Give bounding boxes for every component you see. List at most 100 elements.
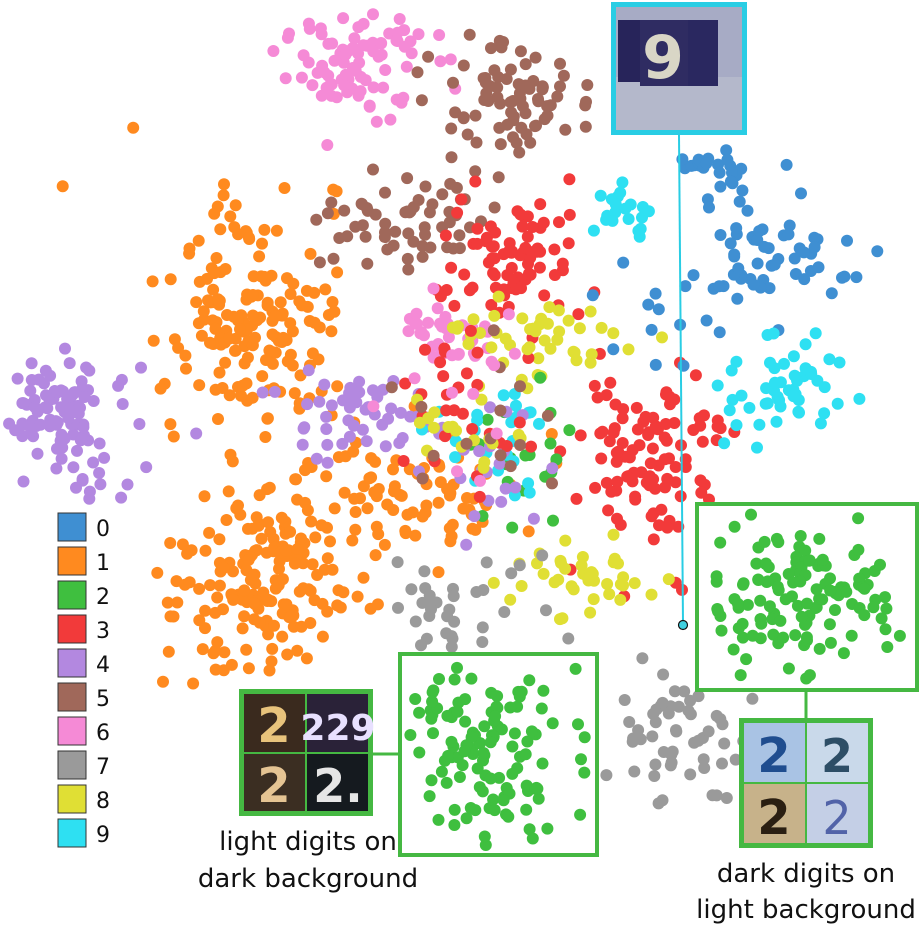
point-digit-0	[732, 262, 745, 275]
point-digit-3	[596, 425, 609, 438]
point-digit-5	[557, 69, 570, 82]
legend-swatch-1	[57, 546, 87, 576]
point-digit-1	[261, 412, 274, 425]
point-digit-8	[617, 571, 630, 584]
point-digit-1	[357, 571, 370, 584]
point-digit-1	[295, 532, 307, 545]
point-digit-2	[858, 609, 871, 622]
point-digit-5	[423, 206, 436, 219]
point-digit-5	[579, 120, 592, 133]
point-digit-3	[647, 411, 660, 424]
point-digit-1	[176, 538, 189, 551]
point-digit-5	[519, 58, 532, 71]
point-digit-2	[537, 684, 550, 697]
point-digit-6	[422, 316, 435, 329]
point-digit-1	[315, 519, 328, 532]
point-digit-2	[541, 822, 554, 835]
point-digit-3	[679, 461, 692, 473]
point-digit-1	[234, 508, 247, 521]
point-digit-2	[816, 553, 829, 566]
point-digit-8	[548, 576, 561, 589]
point-digit-3	[500, 440, 513, 452]
point-digit-4	[115, 373, 128, 386]
point-digit-7	[536, 549, 549, 562]
point-digit-6	[431, 302, 444, 315]
legend-label-2: 2	[96, 585, 110, 610]
point-digit-4	[71, 444, 83, 457]
point-digit-5	[445, 151, 458, 164]
legend-label-0: 0	[96, 517, 110, 542]
point-digit-2	[712, 605, 724, 618]
point-digit-5	[494, 138, 507, 151]
point-digit-2	[525, 725, 538, 738]
point-digit-1	[234, 323, 246, 336]
point-digit-4	[394, 406, 407, 419]
point-digit-4	[468, 510, 481, 523]
point-digit-8	[427, 421, 440, 434]
point-digit-5	[487, 324, 500, 337]
point-digit-6	[444, 53, 457, 66]
point-digit-2	[745, 508, 757, 521]
point-digit-8	[559, 562, 572, 575]
point-digit-9	[823, 353, 836, 366]
point-digit-3	[629, 493, 642, 506]
point-digit-6	[375, 37, 388, 49]
point-digit-8	[554, 613, 566, 626]
point-digit-9	[533, 417, 545, 430]
point-digit-1	[204, 336, 216, 349]
point-digit-9	[600, 213, 613, 226]
point-digit-3	[434, 356, 447, 369]
svg-text:2: 2	[257, 698, 290, 754]
point-digit-6	[302, 56, 315, 69]
point-digit-1	[348, 492, 361, 505]
point-digit-9	[788, 369, 801, 382]
point-digit-1	[192, 317, 205, 330]
point-digit-1	[213, 298, 226, 311]
svg-text:2: 2	[757, 728, 790, 784]
point-digit-5	[359, 230, 372, 243]
point-digit-0	[679, 280, 692, 293]
point-digit-5	[536, 83, 549, 96]
point-digit-2	[754, 613, 767, 626]
point-digit-2	[728, 520, 741, 533]
point-digit-6	[434, 55, 447, 68]
point-digit-1	[378, 538, 391, 551]
point-digit-7	[684, 694, 697, 707]
point-digit-5	[494, 404, 507, 417]
point-digit-6	[367, 81, 380, 94]
point-digit-1	[263, 664, 276, 677]
point-digit-0	[721, 153, 734, 166]
point-digit-5	[493, 121, 506, 134]
point-digit-6	[412, 28, 425, 41]
point-digit-2	[519, 748, 532, 761]
point-digit-5	[554, 80, 566, 93]
svg-text:229: 229	[300, 708, 375, 749]
point-digit-0	[714, 229, 727, 241]
point-digit-8	[452, 320, 464, 333]
point-digit-5	[488, 64, 501, 77]
point-digit-1	[316, 630, 329, 643]
point-digit-1	[250, 511, 263, 524]
point-digit-8	[499, 332, 512, 345]
point-digit-1	[213, 533, 226, 546]
point-digit-7	[718, 737, 731, 750]
point-digit-4	[55, 428, 68, 441]
point-digit-7	[702, 725, 715, 738]
point-digit-2	[452, 696, 465, 709]
point-digit-4	[336, 437, 349, 450]
point-digit-2	[840, 585, 853, 598]
point-digit-1	[218, 178, 230, 191]
point-digit-1	[212, 413, 224, 425]
point-digit-1	[256, 237, 268, 250]
point-digit-3	[397, 455, 410, 467]
legend-swatch-6	[57, 716, 87, 746]
point-digit-4	[78, 391, 91, 403]
point-digit-2	[459, 715, 472, 728]
point-digit-5	[381, 243, 394, 256]
point-digit-6	[306, 79, 319, 92]
point-digit-2	[442, 749, 455, 762]
point-digit-8	[584, 305, 597, 318]
point-digit-2	[413, 706, 426, 719]
point-digit-4	[321, 456, 334, 469]
point-digit-3	[570, 492, 583, 505]
